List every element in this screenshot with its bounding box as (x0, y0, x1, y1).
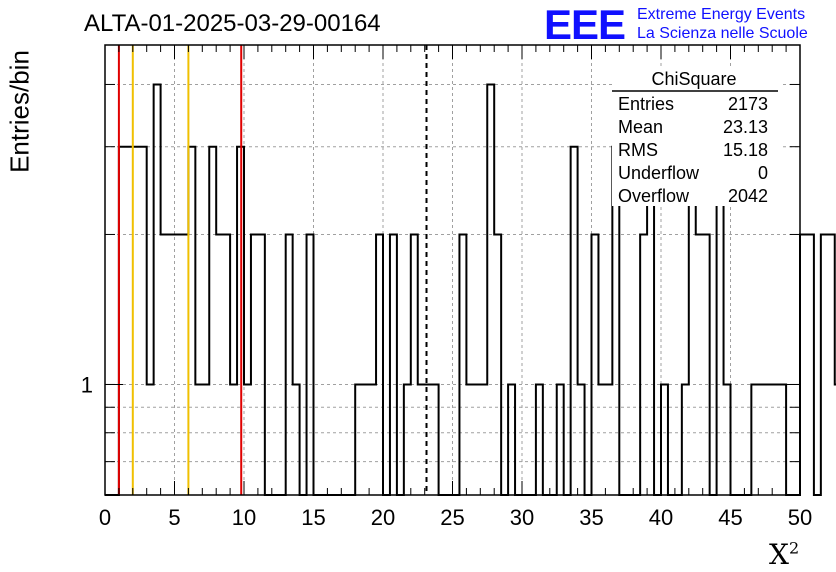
histogram-bin (640, 234, 647, 495)
histogram-bin (181, 234, 188, 495)
histogram-bin (188, 147, 195, 495)
histogram-bin (362, 384, 369, 495)
histogram-bin (807, 234, 814, 495)
histogram-bin (293, 384, 300, 495)
histogram-bin (682, 384, 689, 495)
logo-line-2: La Scienza nelle Scuole (637, 25, 808, 42)
logo-line-1: Extreme Energy Events (637, 6, 806, 23)
histogram-bin (251, 234, 258, 495)
histogram-bin (355, 384, 362, 495)
x-tick-label: 15 (301, 505, 325, 530)
histogram-outline (105, 83, 836, 496)
stats-label: Mean (618, 117, 663, 137)
x-axis-label: X2 (769, 538, 800, 571)
histogram-bin (119, 147, 126, 495)
histogram-bin (286, 234, 293, 495)
stats-value: 0 (758, 163, 768, 183)
histogram-bin (175, 234, 182, 495)
x-tick-label: 25 (440, 505, 464, 530)
histogram-bin (411, 234, 418, 495)
stats-box-title: ChiSquare (651, 69, 736, 89)
histogram-bin (473, 384, 480, 495)
histogram-bin (536, 384, 543, 495)
histogram-bin (202, 384, 209, 495)
histogram-bin (578, 384, 585, 495)
histogram-bin (161, 234, 168, 495)
histogram-bin (168, 234, 175, 495)
histogram-bin (230, 384, 237, 495)
histogram-bin (779, 384, 786, 495)
histogram-bin (724, 384, 731, 495)
x-tick-label: 0 (99, 505, 111, 530)
histogram-bin (216, 234, 223, 495)
stats-label: Entries (618, 94, 674, 114)
histogram-bin (133, 147, 140, 495)
x-tick-label: 30 (510, 505, 534, 530)
histogram-bin (828, 234, 835, 495)
histogram-bin (126, 147, 133, 495)
histogram-bin (571, 147, 578, 495)
histogram-bin (605, 384, 612, 495)
stats-label: RMS (618, 140, 658, 160)
chart-title: ALTA-01-2025-03-29-00164 (84, 10, 381, 37)
histogram-bin (147, 384, 154, 495)
histogram-bin (508, 384, 515, 495)
x-tick-label: 35 (579, 505, 603, 530)
histogram-bin (140, 147, 147, 495)
histogram-bin (758, 384, 765, 495)
x-tick-label: 40 (649, 505, 673, 530)
x-tick-label: 20 (371, 505, 395, 530)
histogram-bin (494, 234, 501, 495)
histogram-bin (765, 384, 772, 495)
histogram-bin (661, 384, 668, 495)
histogram-bin (418, 384, 425, 495)
histogram-bin (154, 84, 161, 495)
y-tick-label: 1 (81, 372, 93, 397)
stats-value: 23.13 (723, 117, 768, 137)
histogram-bin (195, 384, 202, 495)
histogram-bin (404, 384, 411, 495)
histogram-bin (480, 384, 487, 495)
eee-logo: EEE (544, 1, 626, 48)
histogram-bin (209, 147, 216, 495)
histogram-bin (307, 234, 314, 495)
x-tick-label: 10 (232, 505, 256, 530)
stats-value: 15.18 (723, 140, 768, 160)
x-tick-label: 50 (788, 505, 812, 530)
histogram-bin (459, 234, 466, 495)
histogram-bin (432, 384, 439, 495)
x-tick-label: 5 (168, 505, 180, 530)
histogram-bin (223, 234, 230, 495)
histogram-bin (821, 234, 828, 495)
histogram-bin (390, 234, 397, 495)
histogram-bin (703, 234, 710, 495)
histogram-bin (696, 234, 703, 495)
histogram-bin (466, 384, 473, 495)
histogram-bin (598, 384, 605, 495)
stats-label: Overflow (618, 186, 690, 206)
stats-label: Underflow (618, 163, 700, 183)
stats-value: 2042 (728, 186, 768, 206)
histogram-bin (258, 234, 265, 495)
histogram-bin (369, 384, 376, 495)
histogram-bin (557, 384, 564, 495)
histogram-bin (751, 384, 758, 495)
histogram-bin (487, 84, 494, 495)
histogram-bin (772, 384, 779, 495)
stats-value: 2173 (728, 94, 768, 114)
histogram-bin (800, 234, 807, 495)
histogram-bin (376, 234, 383, 495)
x-tick-label: 45 (718, 505, 742, 530)
histogram-bin (592, 234, 599, 495)
histogram-bin (244, 384, 251, 495)
